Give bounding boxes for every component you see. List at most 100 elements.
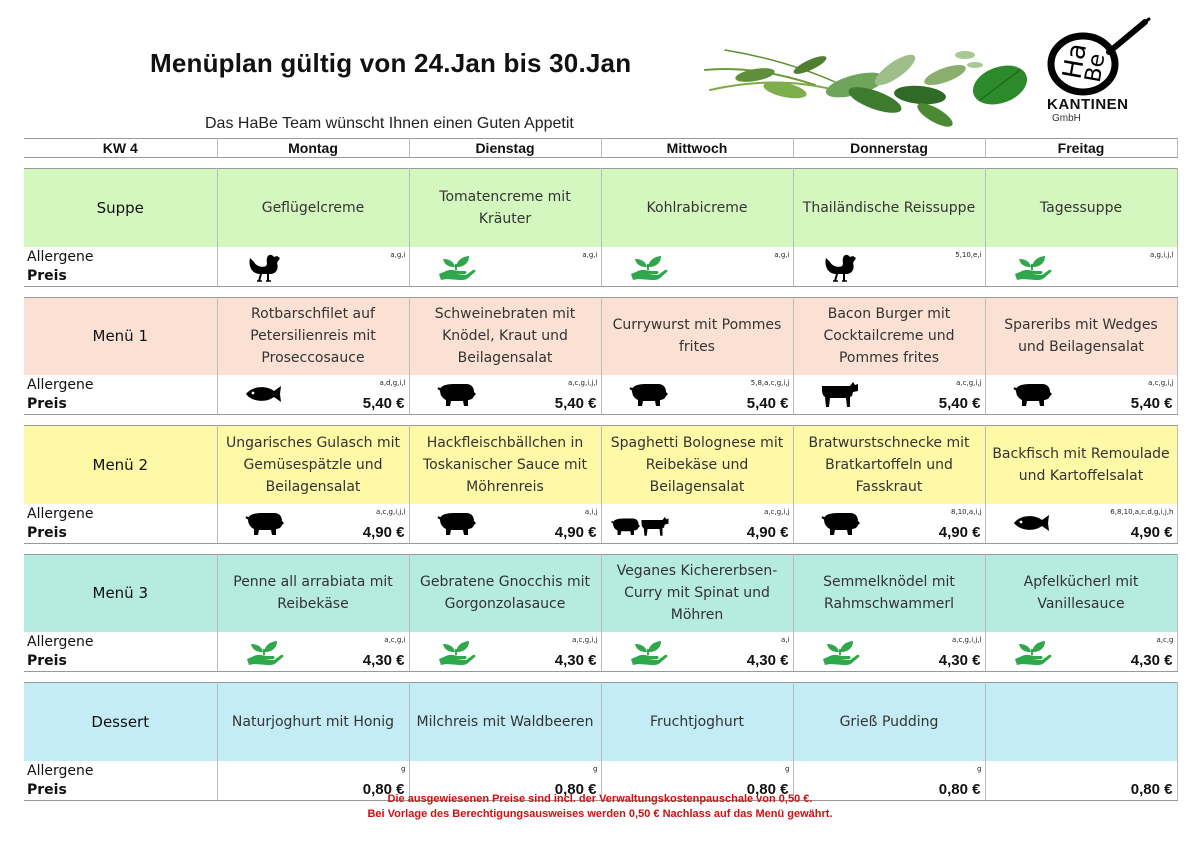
dish-name: Semmelknödel mit Rahmschwammerl: [793, 553, 986, 632]
price-value: 4,90 €: [554, 523, 597, 541]
price-value: 4,30 €: [362, 652, 405, 669]
dish-name: Currywurst mit Pommes frites: [601, 296, 794, 375]
dish-info: a,c,g,i 4,30 €: [217, 632, 410, 672]
dish-info: a,g,i: [409, 246, 602, 287]
day-header-thursday: Donnerstag: [793, 138, 986, 158]
page-title: Menüplan gültig von 24.Jan bis 30.Jan: [150, 48, 632, 78]
allergen-codes: a,c,g,i,j: [572, 636, 598, 644]
section-row-dessert: Dessert Naturjoghurt mit Honig Milchreis m…: [24, 682, 1178, 761]
allergen-codes: a,c,g,i,j,l: [375, 507, 406, 516]
dish-name: Rotbarschfilet auf Petersilienreis mit P…: [217, 296, 410, 375]
vegan-hand-icon: [1012, 635, 1052, 667]
dish-name: Apfelkücherl mit Vanillesauce: [985, 553, 1178, 632]
price-value: 4,30 €: [746, 652, 789, 669]
dish-info: 0,80 €: [985, 760, 1178, 801]
price-value: 0,80 €: [938, 780, 981, 798]
allergen-codes: 8,10,a,i,j: [951, 507, 982, 516]
price-value: 4,90 €: [362, 523, 405, 541]
dish-name: Bratwurstschnecke mit Bratkartoffeln und…: [793, 425, 986, 504]
spacer: [24, 415, 1177, 426]
allergen-codes: g: [977, 764, 982, 773]
dish-name: Spareribs mit Wedges und Beilagensalat: [985, 296, 1178, 375]
allergen-codes: a,g,i: [390, 250, 406, 259]
herbs-image: [704, 49, 1028, 127]
svg-text:Ha: Ha: [1058, 41, 1094, 81]
habe-logo: Ha Be: [1047, 17, 1151, 96]
dish-name: Veganes Kichererbsen-Curry mit Spinat un…: [601, 553, 794, 632]
chicken-icon: [820, 250, 860, 282]
pig-icon: [436, 378, 476, 410]
pig-icon: [436, 507, 476, 539]
dish-info: g 0,80 €: [217, 760, 410, 801]
section-gap: [24, 158, 1177, 169]
info-row: Allergene Preis a,c,g,i,j,l 4,90 € a,i,j 4,90…: [24, 503, 1178, 544]
price-value: 5,40 €: [938, 395, 981, 412]
dish-name: Thailändische Reissuppe: [793, 168, 986, 247]
dish-info: 8,10,a,i,j 4,90 €: [793, 503, 986, 544]
dish-info: a,g,i,j,l: [985, 246, 1178, 287]
section-label: Suppe: [24, 168, 218, 247]
logo-wordmark: KANTINEN: [1047, 96, 1129, 113]
info-labels: Allergene Preis: [24, 246, 218, 287]
dish-name: [985, 682, 1178, 761]
dish-info: a,g,i: [601, 246, 794, 287]
dish-name: Milchreis mit Waldbeeren: [409, 682, 602, 761]
day-header-wednesday: Mittwoch: [601, 138, 794, 158]
vegan-hand-icon: [436, 250, 476, 282]
pig-icon: [610, 514, 640, 538]
section-row-menu-2: Menü 2 Ungarisches Gulasch mit Gemüsespät…: [24, 425, 1178, 504]
allergen-codes: a,i: [781, 636, 790, 644]
dish-info: g 0,80 €: [601, 760, 794, 801]
dish-info: a,c,g,i,j,l 4,30 €: [793, 632, 986, 672]
fish-icon: [244, 378, 284, 410]
allergen-codes: a,c,g,i,j: [956, 379, 982, 387]
vegan-hand-icon: [628, 250, 668, 282]
dish-name: Gebratene Gnocchis mit Gorgonzolasauce: [409, 553, 602, 632]
section-gap: [24, 672, 1177, 683]
allergens-label: Allergene: [27, 762, 94, 779]
dish-info: a,c,g,i,j 4,90 €: [601, 503, 794, 544]
vegan-hand-icon: [820, 635, 860, 667]
page-subtitle: Das HaBe Team wünscht Ihnen einen Guten …: [205, 115, 574, 132]
section-gap: [24, 286, 1177, 297]
allergen-codes: a,c,g,i: [384, 636, 406, 644]
pig-icon: [244, 507, 284, 539]
info-labels: Allergene Preis: [24, 760, 218, 801]
price-value: 5,40 €: [362, 395, 405, 412]
dish-info: a,c,g,i,j 5,40 €: [985, 375, 1178, 415]
dish-info: a,i,j 4,90 €: [409, 503, 602, 544]
price-value: 4,90 €: [746, 523, 789, 541]
dish-info: a,i 4,30 €: [601, 632, 794, 672]
info-row: Allergene Preis a,g,i a,g,i a,g,i 5,10,e,i a,g…: [24, 246, 1178, 287]
section-label: Menü 2: [24, 425, 218, 504]
menu-table: KW 4 Montag Dienstag Mittwoch Donnerstag…: [24, 138, 1178, 801]
svg-text:Be: Be: [1081, 52, 1111, 85]
price-value: 4,30 €: [938, 652, 981, 669]
allergen-codes: a,g,i: [582, 250, 598, 259]
day-header-friday: Freitag: [985, 138, 1178, 158]
vegan-hand-icon: [436, 635, 476, 667]
allergen-codes: a,g,i: [774, 250, 790, 259]
allergens-label: Allergene: [27, 634, 94, 650]
info-row: Allergene Preis g 0,80 € g 0,80 € g 0,80 € g 0,80…: [24, 760, 1178, 801]
allergen-codes: a,c,g,i,j: [1148, 379, 1174, 387]
day-header-monday: Montag: [217, 138, 410, 158]
cow-icon: [820, 378, 860, 410]
section-label: Dessert: [24, 682, 218, 761]
day-header-tuesday: Dienstag: [409, 138, 602, 158]
week-label: KW 4: [24, 138, 218, 158]
price-value: 4,30 €: [554, 652, 597, 669]
spacer: [24, 543, 1177, 554]
dish-name: Spaghetti Bolognese mit Reibekäse und Be…: [601, 425, 794, 504]
dish-info: 5,8,a,c,g,i,j 5,40 €: [601, 375, 794, 415]
pig-icon: [1012, 378, 1052, 410]
section-label: Menü 3: [24, 553, 218, 632]
vegan-hand-icon: [628, 635, 668, 667]
allergen-codes: g: [785, 764, 790, 773]
price-label: Preis: [27, 396, 67, 412]
dish-name: Bacon Burger mit Cocktailcreme und Pomme…: [793, 296, 986, 375]
allergens-label: Allergene: [27, 505, 94, 522]
section-gap: [24, 415, 1177, 426]
table-header-row: KW 4 Montag Dienstag Mittwoch Donnerstag…: [24, 138, 1178, 158]
dish-name: Kohlrabicreme: [601, 168, 794, 247]
